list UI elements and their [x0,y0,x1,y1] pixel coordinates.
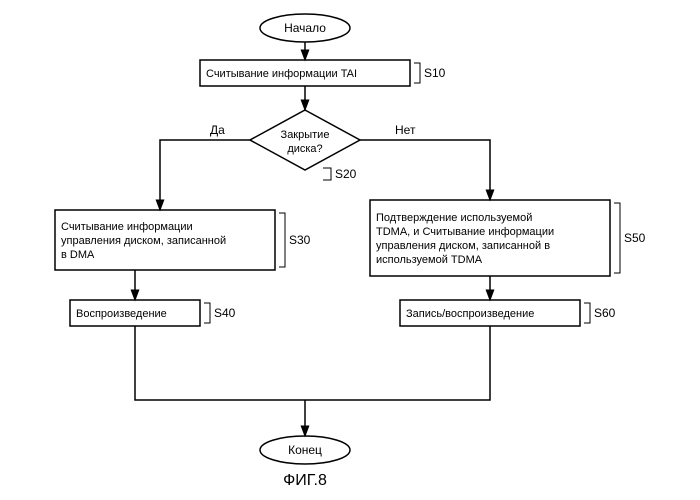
process-s10-text: Считывание информации TAI [206,68,357,80]
process-s50-text: TDMA, и Считывание информации [376,226,554,238]
process-s40-tag: S40 [214,306,236,320]
process-s50-text: используемой TDMA [376,254,483,266]
process-s50-bracket [614,203,620,273]
decision-s20-bracket [323,168,331,180]
process-s30-text: управления диском, записанной [61,235,226,247]
label-yes: Да [210,123,225,137]
decision-s20-text: Закрытие [281,129,330,141]
process-s60-text: Запись/воспроизведение [406,308,534,320]
process-s60-bracket [584,303,590,323]
edge [360,140,490,200]
process-s30-text: в DMA [61,249,95,261]
process-s40-text: Воспроизведение [76,308,167,320]
terminal-start-label: Начало [284,21,326,35]
edge [305,326,490,400]
process-s60-tag: S60 [594,306,616,320]
process-s10-bracket [414,63,420,83]
process-s50-text: Подтверждение используемой [376,212,532,224]
process-s40-bracket [204,303,210,323]
edge [160,140,250,210]
process-s30-tag: S30 [289,233,311,247]
label-no: Нет [395,123,416,137]
figure-caption: ФИГ.8 [283,472,327,489]
process-s50-tag: S50 [624,231,646,245]
process-s50-text: управления диском, записанной в [376,240,550,252]
edge [135,326,305,400]
terminal-end-label: Конец [288,443,322,457]
decision-s20-text: диска? [287,143,322,155]
process-s10-tag: S10 [424,66,446,80]
decision-s20-tag: S20 [335,167,357,181]
process-s30-text: Считывание информации [61,221,193,233]
process-s30-bracket [279,213,285,267]
